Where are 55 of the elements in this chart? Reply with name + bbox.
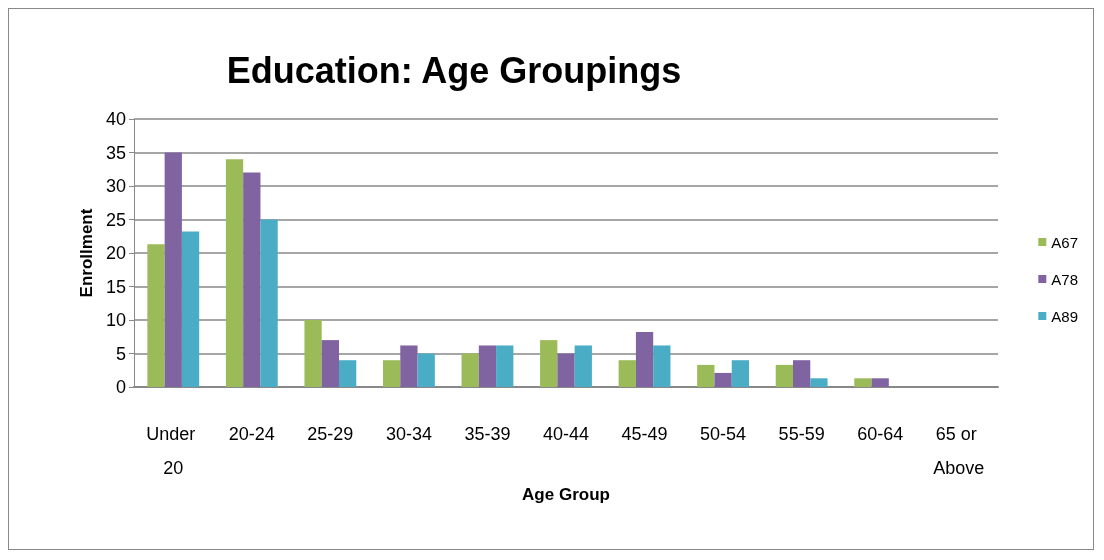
x-tick-label: 25-29 (307, 424, 354, 444)
y-tick-label: 40 (105, 109, 126, 129)
y-axis-title: Enrollment (77, 208, 97, 298)
bar (147, 244, 165, 387)
bar (810, 378, 828, 387)
bar (653, 345, 671, 387)
x-tick-label: 55-59 (778, 424, 825, 444)
x-tick-label: 35-39 (464, 424, 511, 444)
x-axis-title: Age Group (522, 484, 610, 504)
bar (496, 345, 514, 387)
bar (225, 159, 244, 387)
bar (557, 353, 575, 387)
y-tick-label: 30 (105, 176, 126, 196)
bar (164, 152, 182, 387)
x-tick-label: 60-64 (857, 424, 904, 444)
bar (400, 345, 418, 387)
legend-label: A67 (1051, 233, 1079, 251)
bar (478, 345, 497, 387)
bar (871, 378, 889, 387)
bar (260, 219, 278, 387)
y-tick-label: 10 (105, 310, 126, 330)
x-tick-label: 30-34 (385, 424, 432, 444)
y-tick-label: 5 (115, 343, 126, 364)
bar (461, 353, 479, 387)
y-tick-label: 0 (115, 377, 126, 397)
x-tick-label: 65 or Above (933, 424, 985, 478)
bar (540, 340, 558, 387)
bar (714, 372, 732, 387)
x-tick-label: 45-49 (621, 424, 668, 444)
y-tick-label: 20 (105, 243, 126, 263)
bar (339, 360, 357, 387)
x-tick-label: 50-54 (700, 424, 747, 444)
bar (635, 332, 654, 387)
legend-label: A89 (1051, 307, 1079, 325)
bar (697, 364, 715, 387)
bar (731, 360, 750, 387)
y-tick-label: 15 (105, 276, 126, 297)
chart-title: Education: Age Groupings (226, 49, 682, 91)
bar (854, 378, 872, 387)
bar (775, 364, 793, 387)
bar (181, 231, 200, 387)
bar (304, 320, 322, 387)
x-tick-label: 40-44 (542, 424, 590, 444)
bar (618, 360, 636, 387)
x-tick-label: Under 20 (146, 424, 201, 478)
bar (417, 353, 435, 387)
bar (574, 345, 592, 387)
bar (382, 360, 401, 387)
y-tick-label: 25 (105, 209, 126, 230)
bar (793, 360, 811, 387)
x-tick-label: 20-24 (228, 424, 275, 444)
y-tick-label: 35 (105, 142, 126, 163)
bar (243, 172, 261, 387)
bar (321, 340, 339, 387)
legend-label: A78 (1051, 270, 1079, 288)
